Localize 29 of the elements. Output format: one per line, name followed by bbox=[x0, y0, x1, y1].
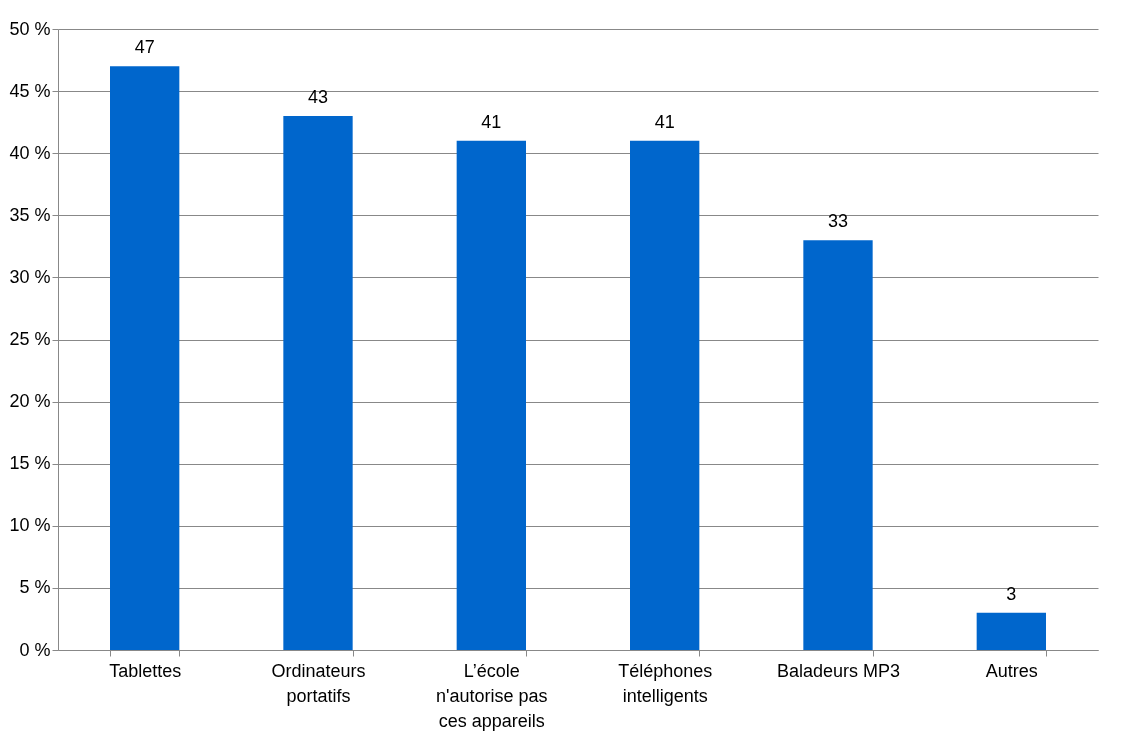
y-tick-label: 10 % bbox=[9, 515, 51, 536]
data-label: 33 bbox=[827, 211, 849, 232]
data-label: 41 bbox=[481, 111, 502, 132]
x-tick-label: Baladeurs MP3 bbox=[776, 660, 901, 681]
data-label: 43 bbox=[307, 86, 329, 107]
x-tick-label: L’école n'autorise pas ces appareils bbox=[436, 660, 548, 731]
data-label: 41 bbox=[654, 111, 675, 132]
y-tick-label: 5 % bbox=[19, 577, 51, 598]
bar bbox=[110, 66, 180, 650]
x-tick-label: Ordinateurs portatifs bbox=[271, 660, 366, 706]
x-tick-label: Autres bbox=[985, 660, 1038, 681]
y-tick-label: 0 % bbox=[19, 639, 51, 660]
y-tick-label: 30 % bbox=[9, 266, 51, 287]
bar bbox=[283, 115, 353, 650]
y-tick-label: 25 % bbox=[9, 329, 51, 349]
x-tick-label: Téléphones intelligents bbox=[618, 660, 713, 706]
bar bbox=[630, 140, 700, 650]
y-tick-label: 35 % bbox=[9, 204, 51, 225]
bar bbox=[803, 240, 873, 650]
y-tick-label: 20 % bbox=[9, 391, 51, 412]
y-tick-label: 40 % bbox=[9, 142, 51, 163]
bar bbox=[976, 612, 1046, 650]
data-label: 47 bbox=[134, 37, 155, 58]
y-tick-label: 50 % bbox=[9, 18, 51, 39]
y-tick-label: 15 % bbox=[9, 453, 51, 474]
y-tick-label: 45 % bbox=[9, 80, 51, 101]
x-tick-label: Tablettes bbox=[109, 660, 182, 681]
data-label: 3 bbox=[1006, 583, 1017, 604]
bar bbox=[456, 140, 526, 650]
